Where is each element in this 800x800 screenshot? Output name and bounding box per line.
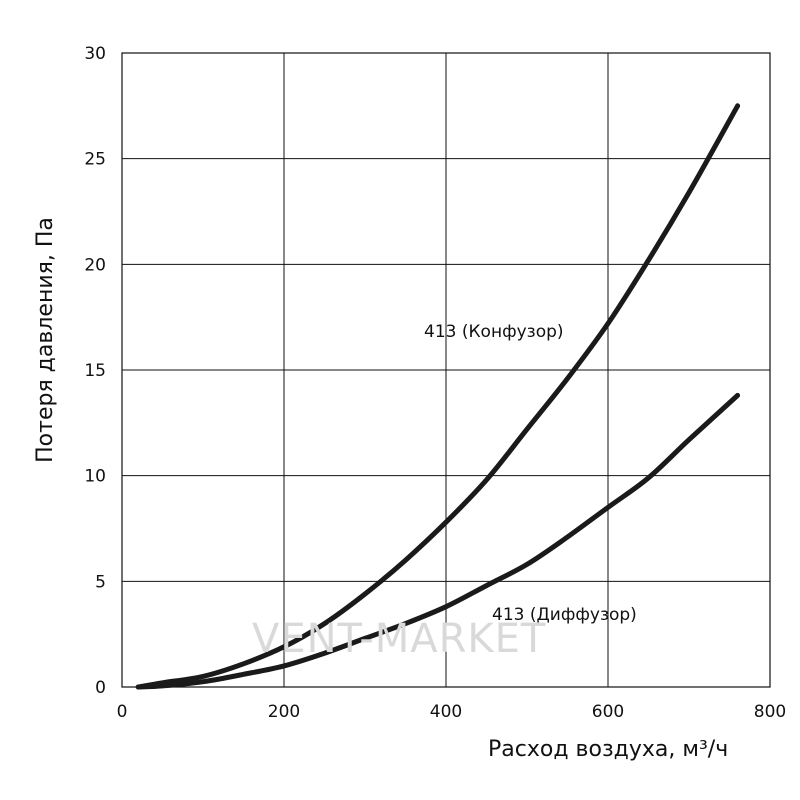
y-tick-label-4: 20 [84, 255, 106, 275]
plot-frame [121, 52, 771, 688]
y-tick-label-5: 25 [84, 150, 106, 170]
x-tick-label-2: 400 [430, 702, 462, 722]
x-tick-labels: 0 200 400 600 800 [117, 702, 787, 722]
y-tick-label-3: 15 [84, 361, 106, 381]
series-group [135, 103, 741, 690]
grid [121, 52, 771, 688]
watermark-text: VENT-MARKET [252, 616, 546, 662]
series-line-1 [135, 392, 741, 690]
y-tick-label-6: 30 [84, 44, 106, 64]
y-tick-labels: 0 5 10 15 20 25 30 [84, 44, 106, 698]
y-axis-label: Потеря давления, Па [33, 217, 58, 463]
y-tick-label-0: 0 [95, 678, 106, 698]
x-tick-label-0: 0 [117, 702, 128, 722]
x-tick-label-4: 800 [754, 702, 786, 722]
x-tick-label-3: 600 [592, 702, 624, 722]
x-tick-label-1: 200 [268, 702, 300, 722]
y-tick-label-2: 10 [84, 467, 106, 487]
series-label-diffuzor: 413 (Диффузор) [492, 605, 637, 625]
x-axis-label: Расход воздуха, м³/ч [488, 737, 728, 762]
series-line-0 [135, 103, 741, 690]
series-label-konfuzor: 413 (Конфузор) [424, 322, 564, 342]
y-tick-label-1: 5 [95, 572, 106, 592]
